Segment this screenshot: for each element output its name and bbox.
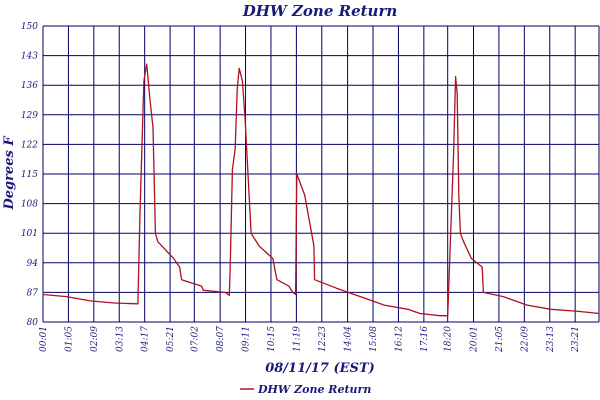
- x-tick-label: 11:19: [292, 326, 302, 352]
- x-tick-label: 00:01: [39, 326, 49, 352]
- x-tick-label: 10:15: [267, 326, 277, 352]
- x-tick-label: 22:09: [520, 326, 530, 353]
- chart-title: DHW Zone Return: [242, 2, 398, 20]
- x-tick-label: 07:02: [190, 326, 200, 352]
- y-tick-label: 108: [21, 200, 38, 210]
- y-tick-label: 136: [21, 81, 38, 91]
- y-tick-label: 115: [21, 170, 38, 180]
- y-tick-labels: 80 87 94 101 108 115 122 129 136 143 150: [21, 22, 38, 328]
- y-tick-label: 122: [21, 140, 38, 150]
- x-tick-label: 09:11: [242, 326, 252, 352]
- legend-label: DHW Zone Return: [257, 383, 371, 396]
- x-tick-label: 18:20: [444, 326, 454, 352]
- x-tick-label: 01:05: [64, 326, 74, 352]
- series-lines: [42, 63, 600, 317]
- x-tick-label: 05:21: [166, 326, 176, 352]
- x-tick-label: 20:01: [470, 326, 480, 353]
- x-tick-label: 21:05: [495, 326, 505, 353]
- x-tick-label: 16:12: [394, 326, 404, 352]
- y-tick-label: 101: [21, 229, 38, 239]
- series-line-0: [42, 63, 600, 317]
- y-tick-label: 87: [27, 288, 39, 298]
- x-tick-label: 12:23: [318, 326, 328, 352]
- x-tick-label: 23:13: [546, 326, 556, 353]
- x-tick-labels: 00:01 01:05 02:09 03:13 04:17 05:21 07:02 08:07…: [39, 326, 581, 353]
- y-tick-label: 80: [27, 318, 39, 328]
- x-tick-label: 08:07: [216, 326, 226, 352]
- y-tick-label: 129: [21, 111, 38, 121]
- x-tick-label: 17:16: [420, 326, 430, 352]
- grid-lines: [42, 25, 600, 323]
- x-tick-label: 03:13: [115, 326, 125, 352]
- y-tick-label: 94: [27, 259, 39, 269]
- legend: DHW Zone Return: [240, 383, 371, 396]
- x-tick-label: 14:04: [344, 326, 354, 352]
- y-axis-label: Degrees F: [2, 136, 17, 211]
- x-tick-label: 02:09: [90, 326, 100, 352]
- y-tick-label: 143: [21, 52, 38, 62]
- x-tick-label: 15:08: [369, 326, 379, 352]
- x-tick-label: 23:21: [571, 326, 581, 353]
- x-tick-label: 04:17: [141, 326, 151, 352]
- y-tick-label: 150: [21, 22, 38, 32]
- x-axis-label: 08/11/17 (EST): [265, 361, 375, 376]
